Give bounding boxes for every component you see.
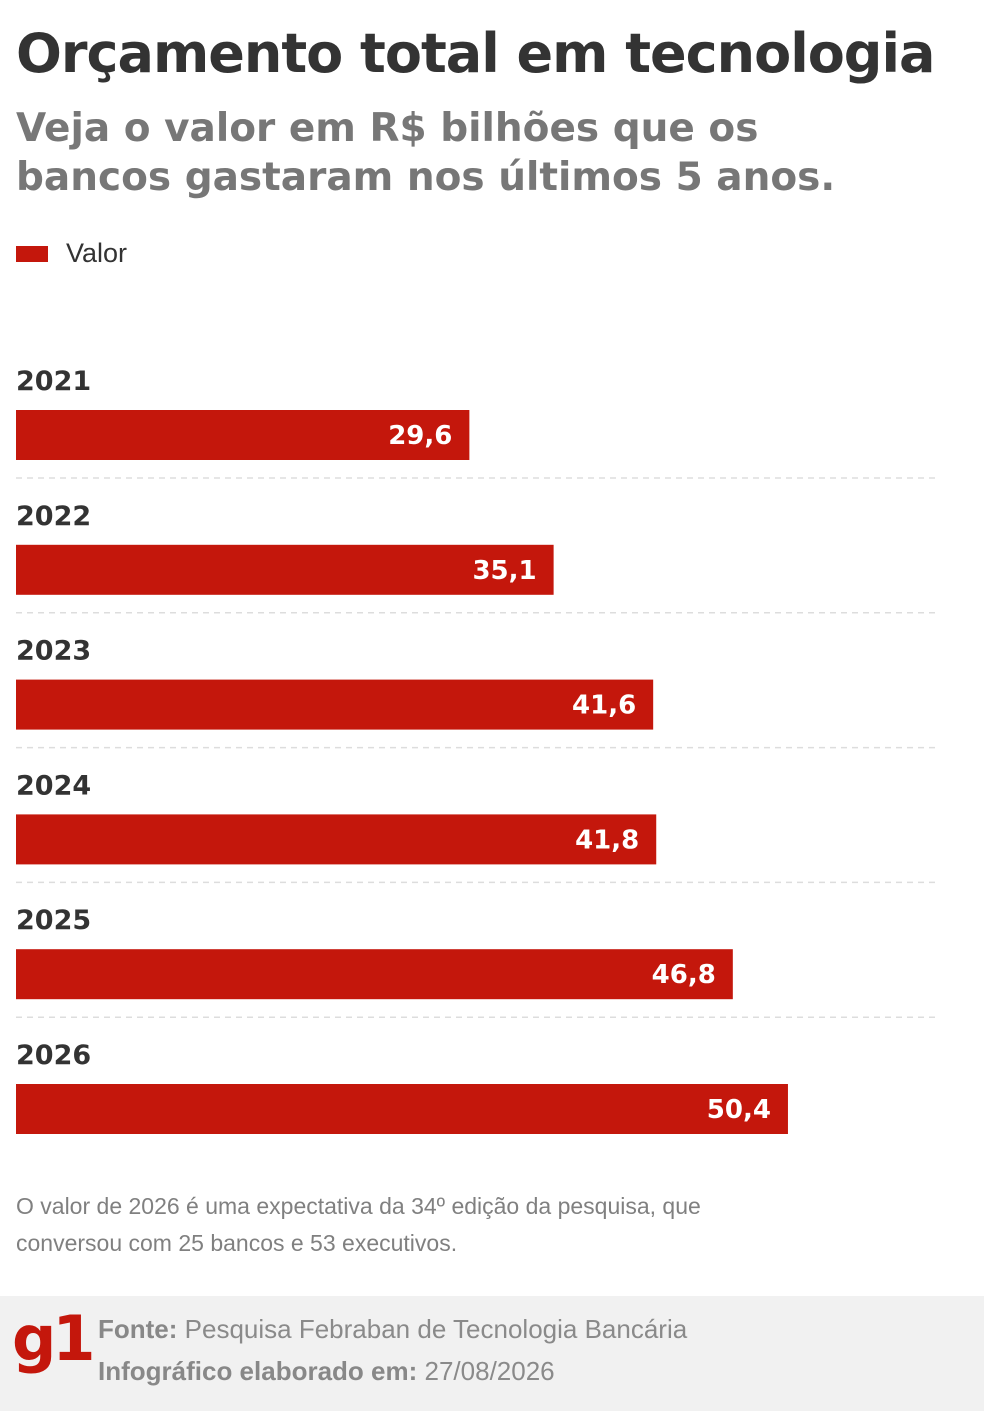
value-label: 50,4 — [707, 1095, 771, 1125]
value-label: 46,8 — [652, 960, 716, 990]
chart-title: Orçamento total em tecnologia — [16, 22, 935, 85]
category-label: 2021 — [16, 366, 91, 397]
category-label: 2024 — [16, 770, 91, 801]
bar-chart: 2021 29,6 2022 35,1 2023 41,6 2024 41,8 2025 46,8… — [16, 366, 935, 1134]
legend-swatch — [16, 245, 48, 262]
category-label: 2023 — [16, 636, 91, 667]
category-label: 2022 — [16, 501, 91, 532]
value-label: 29,6 — [388, 421, 452, 451]
source-line: Fonte: Pesquisa Febraban de Tecnologia B… — [98, 1314, 687, 1345]
g1-logo-icon: g1 — [12, 1302, 96, 1375]
bar-2022 — [16, 544, 554, 595]
footnote: O valor de 2026 é uma expectativa da 34º… — [16, 1193, 701, 1256]
value-label: 41,8 — [575, 825, 639, 855]
value-label: 35,1 — [472, 556, 536, 586]
source-text: Pesquisa Febraban de Tecnologia Bancária — [184, 1314, 688, 1344]
chart-subtitle: Veja o valor em R$ bilhões que os bancos… — [16, 106, 836, 200]
bar-2025 — [16, 949, 733, 1000]
legend-label: Valor — [66, 238, 128, 268]
bar-2021 — [16, 410, 470, 460]
date-line: Infográfico elaborado em: 27/08/2026 — [98, 1356, 555, 1387]
value-label: 41,6 — [572, 691, 636, 721]
bar-2024 — [16, 814, 657, 865]
category-label: 2026 — [16, 1040, 91, 1071]
source-label: Fonte: — [98, 1314, 178, 1344]
date-text: 27/08/2026 — [424, 1356, 555, 1386]
bar-2023 — [16, 679, 654, 730]
category-label: 2025 — [16, 905, 91, 936]
footer: g1 Fonte: Pesquisa Febraban de Tecnologi… — [0, 1296, 984, 1411]
bar-2026 — [16, 1084, 788, 1134]
date-label: Infográfico elaborado em: — [98, 1356, 418, 1386]
legend: Valor — [16, 238, 127, 269]
